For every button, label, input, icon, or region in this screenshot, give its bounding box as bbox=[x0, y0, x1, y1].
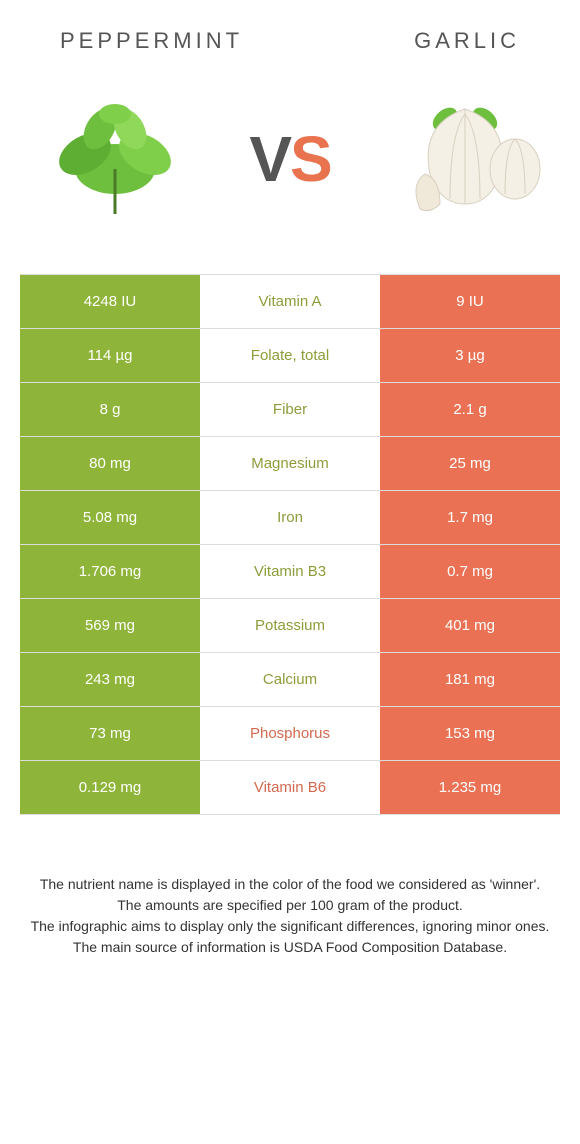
title-right: Garlic bbox=[414, 28, 520, 54]
value-right: 2.1 g bbox=[380, 383, 560, 436]
table-row: 114 µgFolate, total3 µg bbox=[20, 329, 560, 383]
nutrient-label: Iron bbox=[200, 491, 380, 544]
nutrient-label: Magnesium bbox=[200, 437, 380, 490]
nutrient-label: Calcium bbox=[200, 653, 380, 706]
value-right: 181 mg bbox=[380, 653, 560, 706]
table-row: 8 gFiber2.1 g bbox=[20, 383, 560, 437]
table-row: 569 mgPotassium401 mg bbox=[20, 599, 560, 653]
value-left: 1.706 mg bbox=[20, 545, 200, 598]
nutrient-label: Potassium bbox=[200, 599, 380, 652]
value-right: 3 µg bbox=[380, 329, 560, 382]
nutrient-label: Phosphorus bbox=[200, 707, 380, 760]
peppermint-image bbox=[30, 74, 200, 244]
table-row: 1.706 mgVitamin B30.7 mg bbox=[20, 545, 560, 599]
value-right: 401 mg bbox=[380, 599, 560, 652]
footnote-line: The amounts are specified per 100 gram o… bbox=[30, 896, 550, 915]
table-row: 4248 IUVitamin A9 IU bbox=[20, 275, 560, 329]
title-left: Peppermint bbox=[60, 28, 243, 54]
header: Peppermint Garlic bbox=[0, 0, 580, 64]
footnote-line: The main source of information is USDA F… bbox=[30, 938, 550, 957]
nutrient-label: Vitamin B6 bbox=[200, 761, 380, 814]
nutrient-label: Vitamin B3 bbox=[200, 545, 380, 598]
nutrient-label: Vitamin A bbox=[200, 275, 380, 328]
value-left: 4248 IU bbox=[20, 275, 200, 328]
vs-s: S bbox=[290, 123, 331, 195]
nutrient-label: Folate, total bbox=[200, 329, 380, 382]
vs-v: V bbox=[249, 123, 290, 195]
value-left: 0.129 mg bbox=[20, 761, 200, 814]
value-right: 25 mg bbox=[380, 437, 560, 490]
value-right: 9 IU bbox=[380, 275, 560, 328]
nutrient-label: Fiber bbox=[200, 383, 380, 436]
value-left: 243 mg bbox=[20, 653, 200, 706]
table-row: 5.08 mgIron1.7 mg bbox=[20, 491, 560, 545]
table-row: 80 mgMagnesium25 mg bbox=[20, 437, 560, 491]
footnote-line: The infographic aims to display only the… bbox=[30, 917, 550, 936]
hero: VS bbox=[0, 64, 580, 274]
table-row: 0.129 mgVitamin B61.235 mg bbox=[20, 761, 560, 815]
footnotes: The nutrient name is displayed in the co… bbox=[0, 815, 580, 957]
table-row: 243 mgCalcium181 mg bbox=[20, 653, 560, 707]
value-right: 1.7 mg bbox=[380, 491, 560, 544]
table-row: 73 mgPhosphorus153 mg bbox=[20, 707, 560, 761]
footnote-line: The nutrient name is displayed in the co… bbox=[30, 875, 550, 894]
value-left: 80 mg bbox=[20, 437, 200, 490]
value-right: 1.235 mg bbox=[380, 761, 560, 814]
value-left: 8 g bbox=[20, 383, 200, 436]
value-left: 114 µg bbox=[20, 329, 200, 382]
value-left: 569 mg bbox=[20, 599, 200, 652]
value-right: 0.7 mg bbox=[380, 545, 560, 598]
nutrient-table: 4248 IUVitamin A9 IU114 µgFolate, total3… bbox=[20, 274, 560, 815]
vs-label: VS bbox=[249, 122, 330, 196]
garlic-image bbox=[380, 74, 550, 244]
value-right: 153 mg bbox=[380, 707, 560, 760]
value-left: 73 mg bbox=[20, 707, 200, 760]
value-left: 5.08 mg bbox=[20, 491, 200, 544]
